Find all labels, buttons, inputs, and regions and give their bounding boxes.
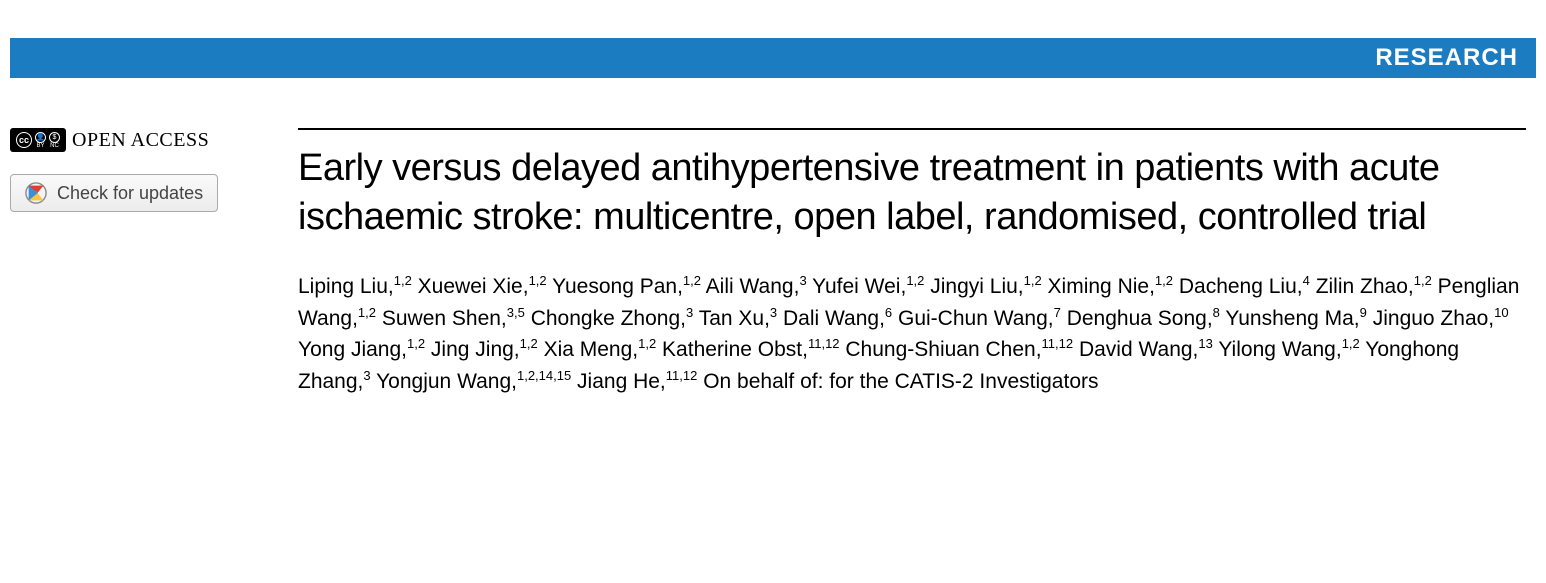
author: Katherine Obst,11,12 [662, 338, 840, 361]
author: Denghua Song,8 [1067, 307, 1220, 330]
author-affiliation: 3 [363, 368, 370, 383]
author-affiliation: 1,2 [1155, 273, 1173, 288]
author: Yilong Wang,1,2 [1218, 338, 1359, 361]
author: Jiang He,11,12 [577, 370, 697, 393]
author-affiliation: 1,2 [394, 273, 412, 288]
author: Xia Meng,1,2 [544, 338, 657, 361]
author: Suwen Shen,3,5 [382, 307, 525, 330]
check-for-updates-button[interactable]: Check for updates [10, 174, 218, 212]
article-header: Early versus delayed antihypertensive tr… [298, 128, 1526, 397]
author-affiliation: 11,12 [1042, 336, 1074, 351]
banner-label: RESEARCH [1375, 44, 1518, 72]
content-row: cc 👤BY $NC OPEN ACCESS Check for updates… [0, 78, 1546, 397]
author: Jing Jing,1,2 [431, 338, 538, 361]
author-affiliation: 1,2 [407, 336, 425, 351]
author-affiliation: 6 [885, 305, 892, 320]
author-affiliation: 1,2 [906, 273, 924, 288]
author: Tan Xu,3 [699, 307, 777, 330]
author-affiliation: 1,2 [1024, 273, 1042, 288]
cc-icon: cc [16, 132, 32, 148]
open-access-label: OPEN ACCESS [72, 129, 209, 152]
author-affiliation: 1,2 [683, 273, 701, 288]
author: Yong Jiang,1,2 [298, 338, 425, 361]
author: Aili Wang,3 [706, 275, 807, 298]
author: Gui-Chun Wang,7 [898, 307, 1061, 330]
open-access-badge: cc 👤BY $NC OPEN ACCESS [10, 128, 270, 152]
nc-icon: $NC [49, 132, 60, 149]
author-affiliation: 3 [799, 273, 806, 288]
author: Liping Liu,1,2 [298, 275, 412, 298]
author: Chung-Shiuan Chen,11,12 [845, 338, 1073, 361]
crossmark-icon [25, 182, 47, 204]
author-affiliation: 8 [1213, 305, 1220, 320]
author: Jinguo Zhao,10 [1373, 307, 1509, 330]
author-affiliation: 1,2,14,15 [517, 368, 571, 383]
sidebar: cc 👤BY $NC OPEN ACCESS Check for updates [10, 128, 270, 397]
author: Chongke Zhong,3 [531, 307, 694, 330]
author: Dacheng Liu,4 [1179, 275, 1310, 298]
author: Yufei Wei,1,2 [812, 275, 924, 298]
author-affiliation: 11,12 [666, 368, 698, 383]
section-banner: RESEARCH [10, 38, 1536, 78]
author-affiliation: 1,2 [529, 273, 547, 288]
author: Yuesong Pan,1,2 [552, 275, 701, 298]
check-for-updates-label: Check for updates [57, 183, 203, 204]
author-affiliation: 1,2 [358, 305, 376, 320]
author: Jingyi Liu,1,2 [930, 275, 1041, 298]
author-affiliation: 13 [1198, 336, 1212, 351]
author-affiliation: 4 [1303, 273, 1310, 288]
author: David Wang,13 [1079, 338, 1213, 361]
author-affiliation: 1,2 [1342, 336, 1360, 351]
author-affiliation: 3,5 [507, 305, 525, 320]
on-behalf-text: On behalf of: for the CATIS-2 Investigat… [703, 370, 1098, 393]
author-affiliation: 3 [686, 305, 693, 320]
author-list: Liping Liu,1,2 Xuewei Xie,1,2 Yuesong Pa… [298, 271, 1526, 397]
author-affiliation: 11,12 [808, 336, 840, 351]
by-icon: 👤BY [35, 132, 46, 149]
author-affiliation: 7 [1054, 305, 1061, 320]
author-affiliation: 1,2 [1414, 273, 1432, 288]
author-affiliation: 3 [770, 305, 777, 320]
article-title: Early versus delayed antihypertensive tr… [298, 144, 1526, 241]
author: Zilin Zhao,1,2 [1316, 275, 1432, 298]
author: Yunsheng Ma,9 [1225, 307, 1367, 330]
author-affiliation: 10 [1494, 305, 1508, 320]
cc-license-icon: cc 👤BY $NC [10, 128, 66, 152]
author-affiliation: 1,2 [520, 336, 538, 351]
author-affiliation: 1,2 [638, 336, 656, 351]
author-affiliation: 9 [1360, 305, 1367, 320]
author: Xuewei Xie,1,2 [418, 275, 547, 298]
author: Ximing Nie,1,2 [1048, 275, 1173, 298]
author: Yongjun Wang,1,2,14,15 [376, 370, 571, 393]
author: Dali Wang,6 [783, 307, 892, 330]
